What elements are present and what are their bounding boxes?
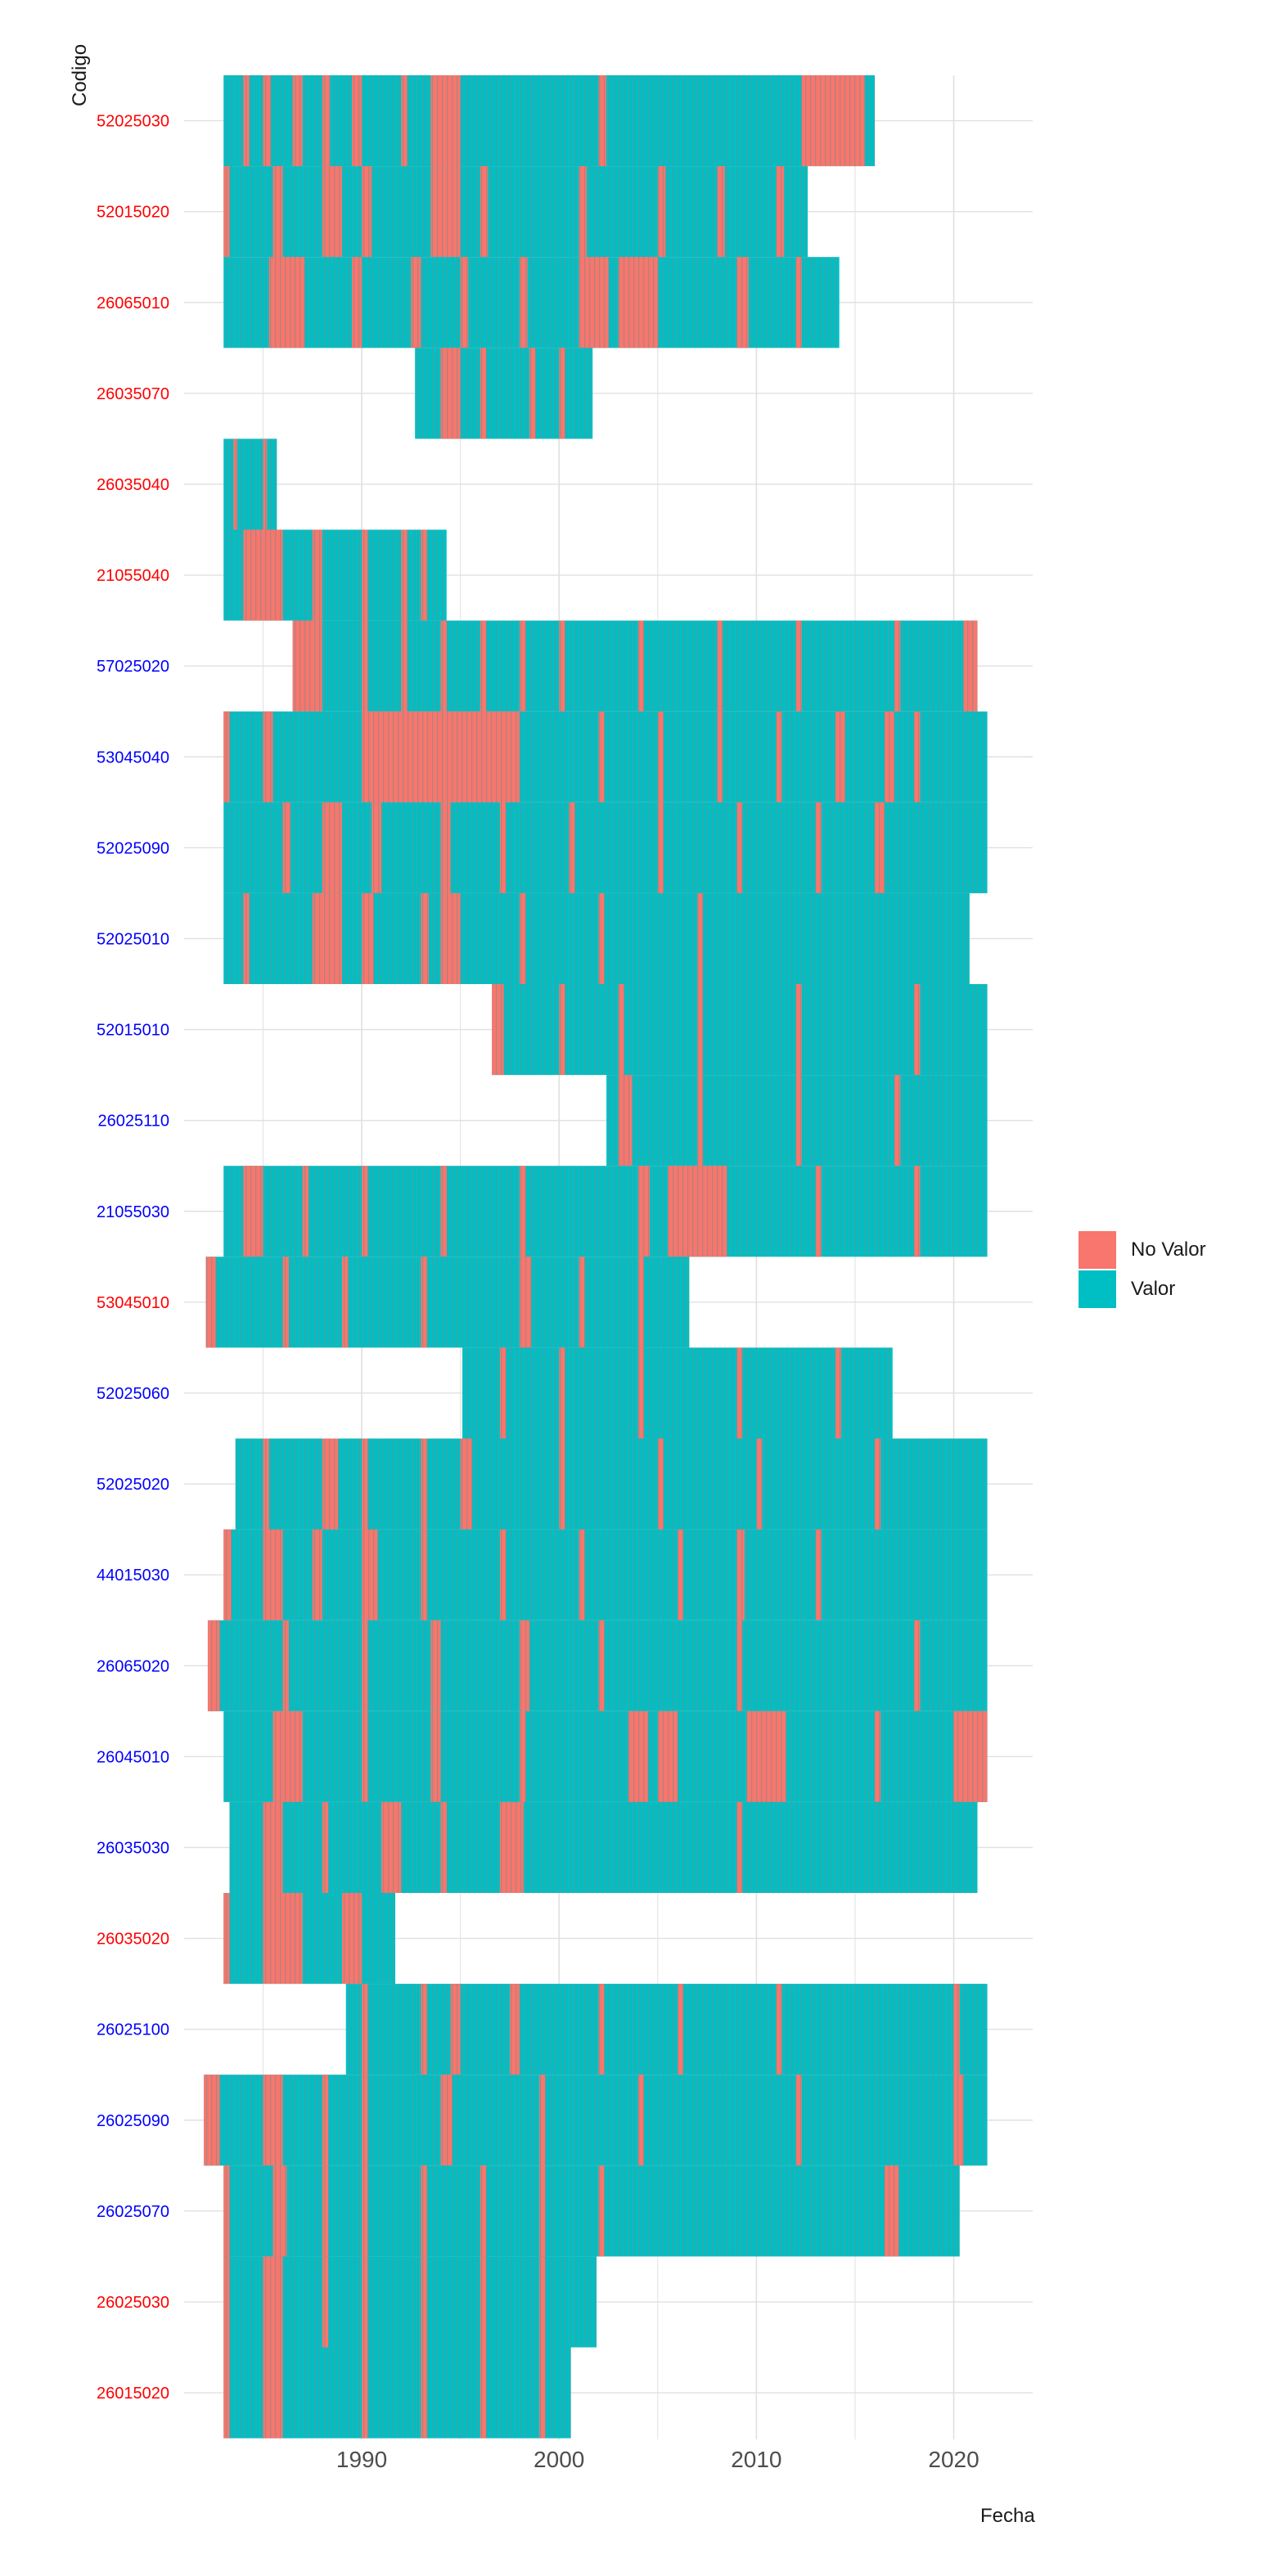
y-tick-label: 53045010 <box>97 1294 169 1312</box>
legend-item-valor: Valor <box>1079 1270 1206 1309</box>
y-tick-label: 26015020 <box>97 2385 169 2403</box>
y-tick-label: 44015030 <box>97 1567 169 1585</box>
bar-texture-26065010 <box>223 257 840 348</box>
y-tick-label: 26045010 <box>97 1748 169 1766</box>
x-tick-label: 1990 <box>336 2447 387 2472</box>
y-tick-label: 21055030 <box>97 1203 169 1221</box>
bar-texture-52025010 <box>223 892 970 984</box>
legend-label-no-valor: No Valor <box>1131 1239 1206 1261</box>
y-axis-title: Codigo <box>69 43 91 106</box>
bar-texture-52015010 <box>492 984 988 1076</box>
bar-texture-21055040 <box>223 529 447 621</box>
bar-texture-53045010 <box>205 1257 690 1348</box>
y-tick-label: 52025020 <box>97 1476 169 1494</box>
bar-texture-52025030 <box>223 75 876 167</box>
legend-label-valor: Valor <box>1131 1278 1176 1300</box>
bar-texture-52025090 <box>223 802 988 893</box>
bar-texture-26035030 <box>229 1801 978 1893</box>
y-tick-label: 52025060 <box>97 1385 169 1403</box>
y-tick-label: 26025090 <box>97 2112 169 2130</box>
y-tick-label: 21055040 <box>97 567 169 585</box>
bar-texture-52025060 <box>462 1347 893 1439</box>
y-tick-label: 52025030 <box>97 113 169 131</box>
bar-texture-26045010 <box>223 1711 988 1802</box>
bar-texture-26035070 <box>415 348 593 439</box>
y-tick-label: 26025030 <box>97 2294 169 2312</box>
bar-texture-26025030 <box>223 2256 597 2348</box>
y-tick-label: 26035040 <box>97 476 169 494</box>
y-tick-label: 26025070 <box>97 2203 169 2221</box>
y-tick-label: 53045040 <box>97 749 169 767</box>
bar-texture-26025090 <box>204 2075 988 2166</box>
y-tick-label: 26065020 <box>97 1657 169 1675</box>
y-tick-label: 57025020 <box>97 658 169 676</box>
bar-texture-26065020 <box>207 1620 988 1711</box>
x-tick-label: 2020 <box>928 2447 979 2472</box>
y-tick-label: 26025110 <box>98 1113 170 1131</box>
bar-texture-53045040 <box>223 711 988 802</box>
bar-texture-26035020 <box>223 1893 396 1985</box>
legend-key-no-valor <box>1079 1231 1116 1269</box>
legend-item-no-valor: No Valor <box>1079 1230 1206 1270</box>
bar-texture-21055030 <box>223 1166 988 1257</box>
y-tick-label: 26035070 <box>97 385 169 403</box>
bar-texture-26025110 <box>606 1075 988 1167</box>
bar-texture-26025100 <box>345 1984 988 2075</box>
y-tick-label: 26065010 <box>97 294 169 312</box>
bar-texture-26025070 <box>223 2165 960 2257</box>
bar-texture-52025020 <box>235 1438 988 1530</box>
bar-texture-57025020 <box>292 620 978 712</box>
y-tick-label: 52025090 <box>97 839 169 857</box>
y-tick-label: 52015010 <box>97 1022 169 1040</box>
y-tick-label: 26035030 <box>97 1839 169 1857</box>
x-tick-label: 2000 <box>534 2447 584 2472</box>
y-tick-label: 26025100 <box>97 2021 169 2039</box>
legend: No Valor Valor <box>1079 1230 1206 1309</box>
bar-texture-26015020 <box>223 2347 571 2439</box>
y-tick-label: 52025010 <box>97 930 169 948</box>
bar-texture-26035040 <box>223 438 277 530</box>
y-tick-label: 26035020 <box>97 1931 169 1949</box>
y-tick-label: 52015020 <box>97 204 169 222</box>
x-tick-label: 2010 <box>731 2447 781 2472</box>
x-axis-title: Fecha <box>980 2505 1035 2527</box>
legend-key-valor <box>1079 1270 1116 1308</box>
bar-texture-52015020 <box>223 166 808 258</box>
bar-texture-44015030 <box>223 1529 988 1621</box>
